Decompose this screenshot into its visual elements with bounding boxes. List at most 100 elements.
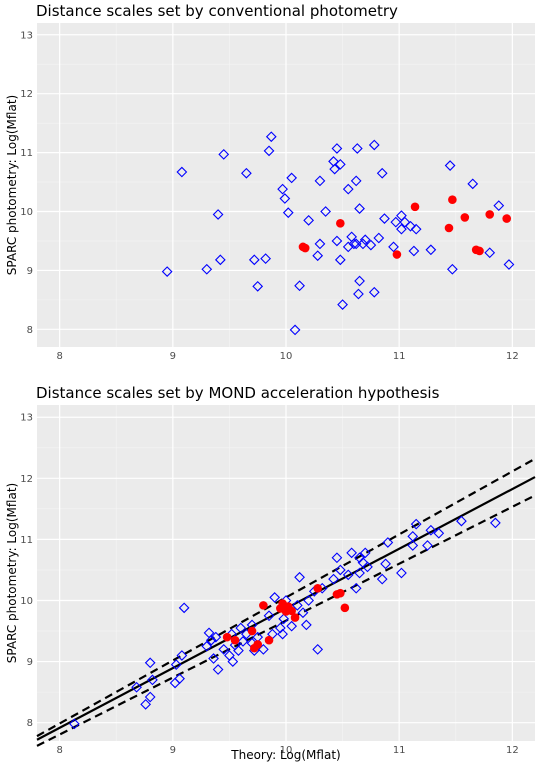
diamond-point <box>382 537 394 548</box>
diamond-point <box>314 238 326 250</box>
circle-point <box>460 213 470 222</box>
diamond-point <box>359 547 371 559</box>
diamond-point <box>354 552 365 564</box>
diamond-point <box>212 664 224 675</box>
diamond-point <box>252 280 264 292</box>
diamond-point <box>354 275 365 287</box>
diamond-point <box>396 223 407 235</box>
diamond-point <box>278 613 290 625</box>
diamond-point <box>444 160 456 171</box>
diamond-point <box>174 673 185 685</box>
y-tick-label: 12 <box>20 89 33 100</box>
circle-point <box>264 635 274 645</box>
diamond-point <box>362 561 373 573</box>
circle-point <box>444 223 454 233</box>
diamond-point <box>353 288 364 300</box>
diamond-point <box>297 607 309 619</box>
y-tick-label: 11 <box>20 535 33 546</box>
circle-point <box>300 243 310 253</box>
diamond-point <box>490 517 501 529</box>
diamond-point <box>410 518 422 530</box>
diamond-point <box>312 643 324 655</box>
circle-point <box>253 640 263 649</box>
diamond-point <box>329 163 341 175</box>
diamond-point <box>214 254 226 266</box>
circle-point <box>485 210 495 219</box>
diamond-point <box>205 634 217 646</box>
x-tick-label: 11 <box>393 745 406 756</box>
x-tick-label: 10 <box>280 745 293 756</box>
y-tick-label: 8 <box>27 325 33 336</box>
bottom-chart-title: Distance scales set by MOND acceleration… <box>36 384 440 402</box>
diamond-point <box>380 558 391 570</box>
diamond-point <box>294 280 305 292</box>
diamond-point <box>422 540 433 551</box>
y-tick-label: 12 <box>20 474 33 485</box>
diamond-point <box>233 645 244 656</box>
diamond-point <box>354 567 365 579</box>
diamond-point <box>405 220 416 232</box>
y-tick-label: 13 <box>20 30 33 41</box>
x-tick-label: 8 <box>56 351 62 362</box>
circle-point <box>290 613 300 622</box>
diamond-point <box>208 653 219 664</box>
diamond-point <box>410 223 422 235</box>
diamond-point <box>328 573 339 585</box>
diamond-point <box>263 145 275 157</box>
x-tick-label: 9 <box>170 351 176 362</box>
bottom-data-points <box>68 515 501 730</box>
diamond-point <box>425 524 437 536</box>
diamond-point <box>334 254 346 266</box>
diamond-point <box>354 203 365 214</box>
diamond-point <box>294 571 305 583</box>
diamond-point <box>289 324 301 336</box>
circle-point <box>502 214 512 223</box>
diamond-point <box>176 650 188 661</box>
diamond-point <box>260 253 272 265</box>
y-tick-label: 11 <box>20 148 33 159</box>
y-tick-label: 8 <box>27 718 33 729</box>
diamond-point <box>277 183 288 195</box>
diamond-point <box>286 620 298 632</box>
diamond-point <box>161 266 173 277</box>
diamond-point <box>379 213 390 224</box>
diamond-point <box>388 241 399 253</box>
diamond-point <box>351 143 363 154</box>
panel-top: Distance scales set by conventional phot… <box>5 2 535 362</box>
circle-point <box>340 603 350 613</box>
diamond-point <box>484 247 496 259</box>
diamond-point <box>131 681 142 693</box>
diamond-point <box>456 515 467 527</box>
diamond-point <box>348 238 360 250</box>
top-tick-labels: 8 9 10 11 12 8 9 10 11 12 13 <box>20 30 518 362</box>
panel-bottom: Distance scales set by MOND acceleration… <box>5 384 536 762</box>
diamond-point <box>265 131 277 143</box>
diamond-point <box>269 592 281 603</box>
diamond-point <box>493 200 505 211</box>
diamond-point <box>337 299 348 310</box>
diamond-point <box>368 139 380 151</box>
y-tick-label: 10 <box>20 207 33 218</box>
y-tick-label: 9 <box>27 657 33 668</box>
diamond-point <box>140 698 152 710</box>
diamond-point <box>291 600 303 611</box>
diamond-point <box>147 674 158 686</box>
circle-point <box>230 635 240 645</box>
x-tick-label: 12 <box>506 745 519 756</box>
diamond-point <box>212 209 224 220</box>
top-chart-title: Distance scales set by conventional phot… <box>36 2 398 20</box>
diamond-point <box>235 622 247 634</box>
x-tick-label: 9 <box>170 745 176 756</box>
diamond-point <box>279 193 291 204</box>
top-data-points <box>161 131 515 336</box>
diamond-point <box>346 547 358 559</box>
circle-point <box>448 195 457 205</box>
diamond-point <box>68 718 80 730</box>
diamond-point <box>201 263 213 275</box>
diamond-point <box>176 166 188 178</box>
diamond-point <box>503 259 515 270</box>
diamond-point <box>263 610 275 622</box>
diamond-point <box>342 183 354 195</box>
circle-point <box>247 626 257 636</box>
